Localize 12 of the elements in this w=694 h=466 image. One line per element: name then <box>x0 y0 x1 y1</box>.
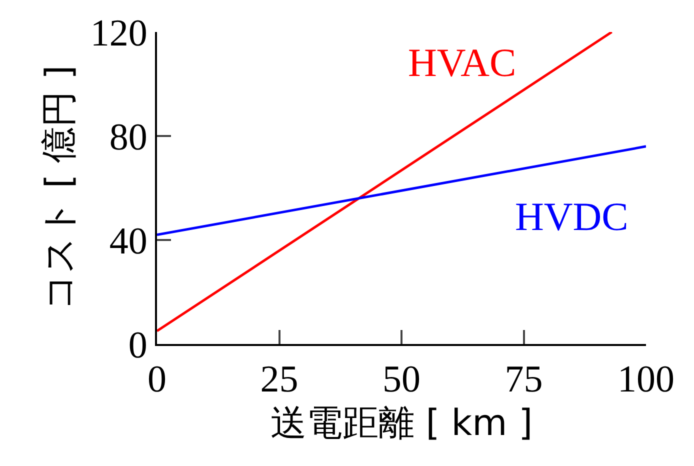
series-label: HVDC <box>515 194 628 239</box>
x-tick-label: 50 <box>382 358 420 401</box>
y-tick-label: 80 <box>109 116 148 158</box>
y-axis-title: コスト [ 億円 ] <box>38 65 80 311</box>
x-tick-label: 100 <box>618 358 674 401</box>
y-tick-label: 0 <box>128 324 148 366</box>
x-tick-label: 25 <box>260 358 298 401</box>
y-tick-label: 40 <box>109 220 148 262</box>
y-tick-label: 120 <box>90 12 148 54</box>
x-axis-title: 送電距離 [ km ] <box>270 402 533 444</box>
x-tick-label: 75 <box>504 358 543 401</box>
series-label: HVAC <box>408 40 516 85</box>
